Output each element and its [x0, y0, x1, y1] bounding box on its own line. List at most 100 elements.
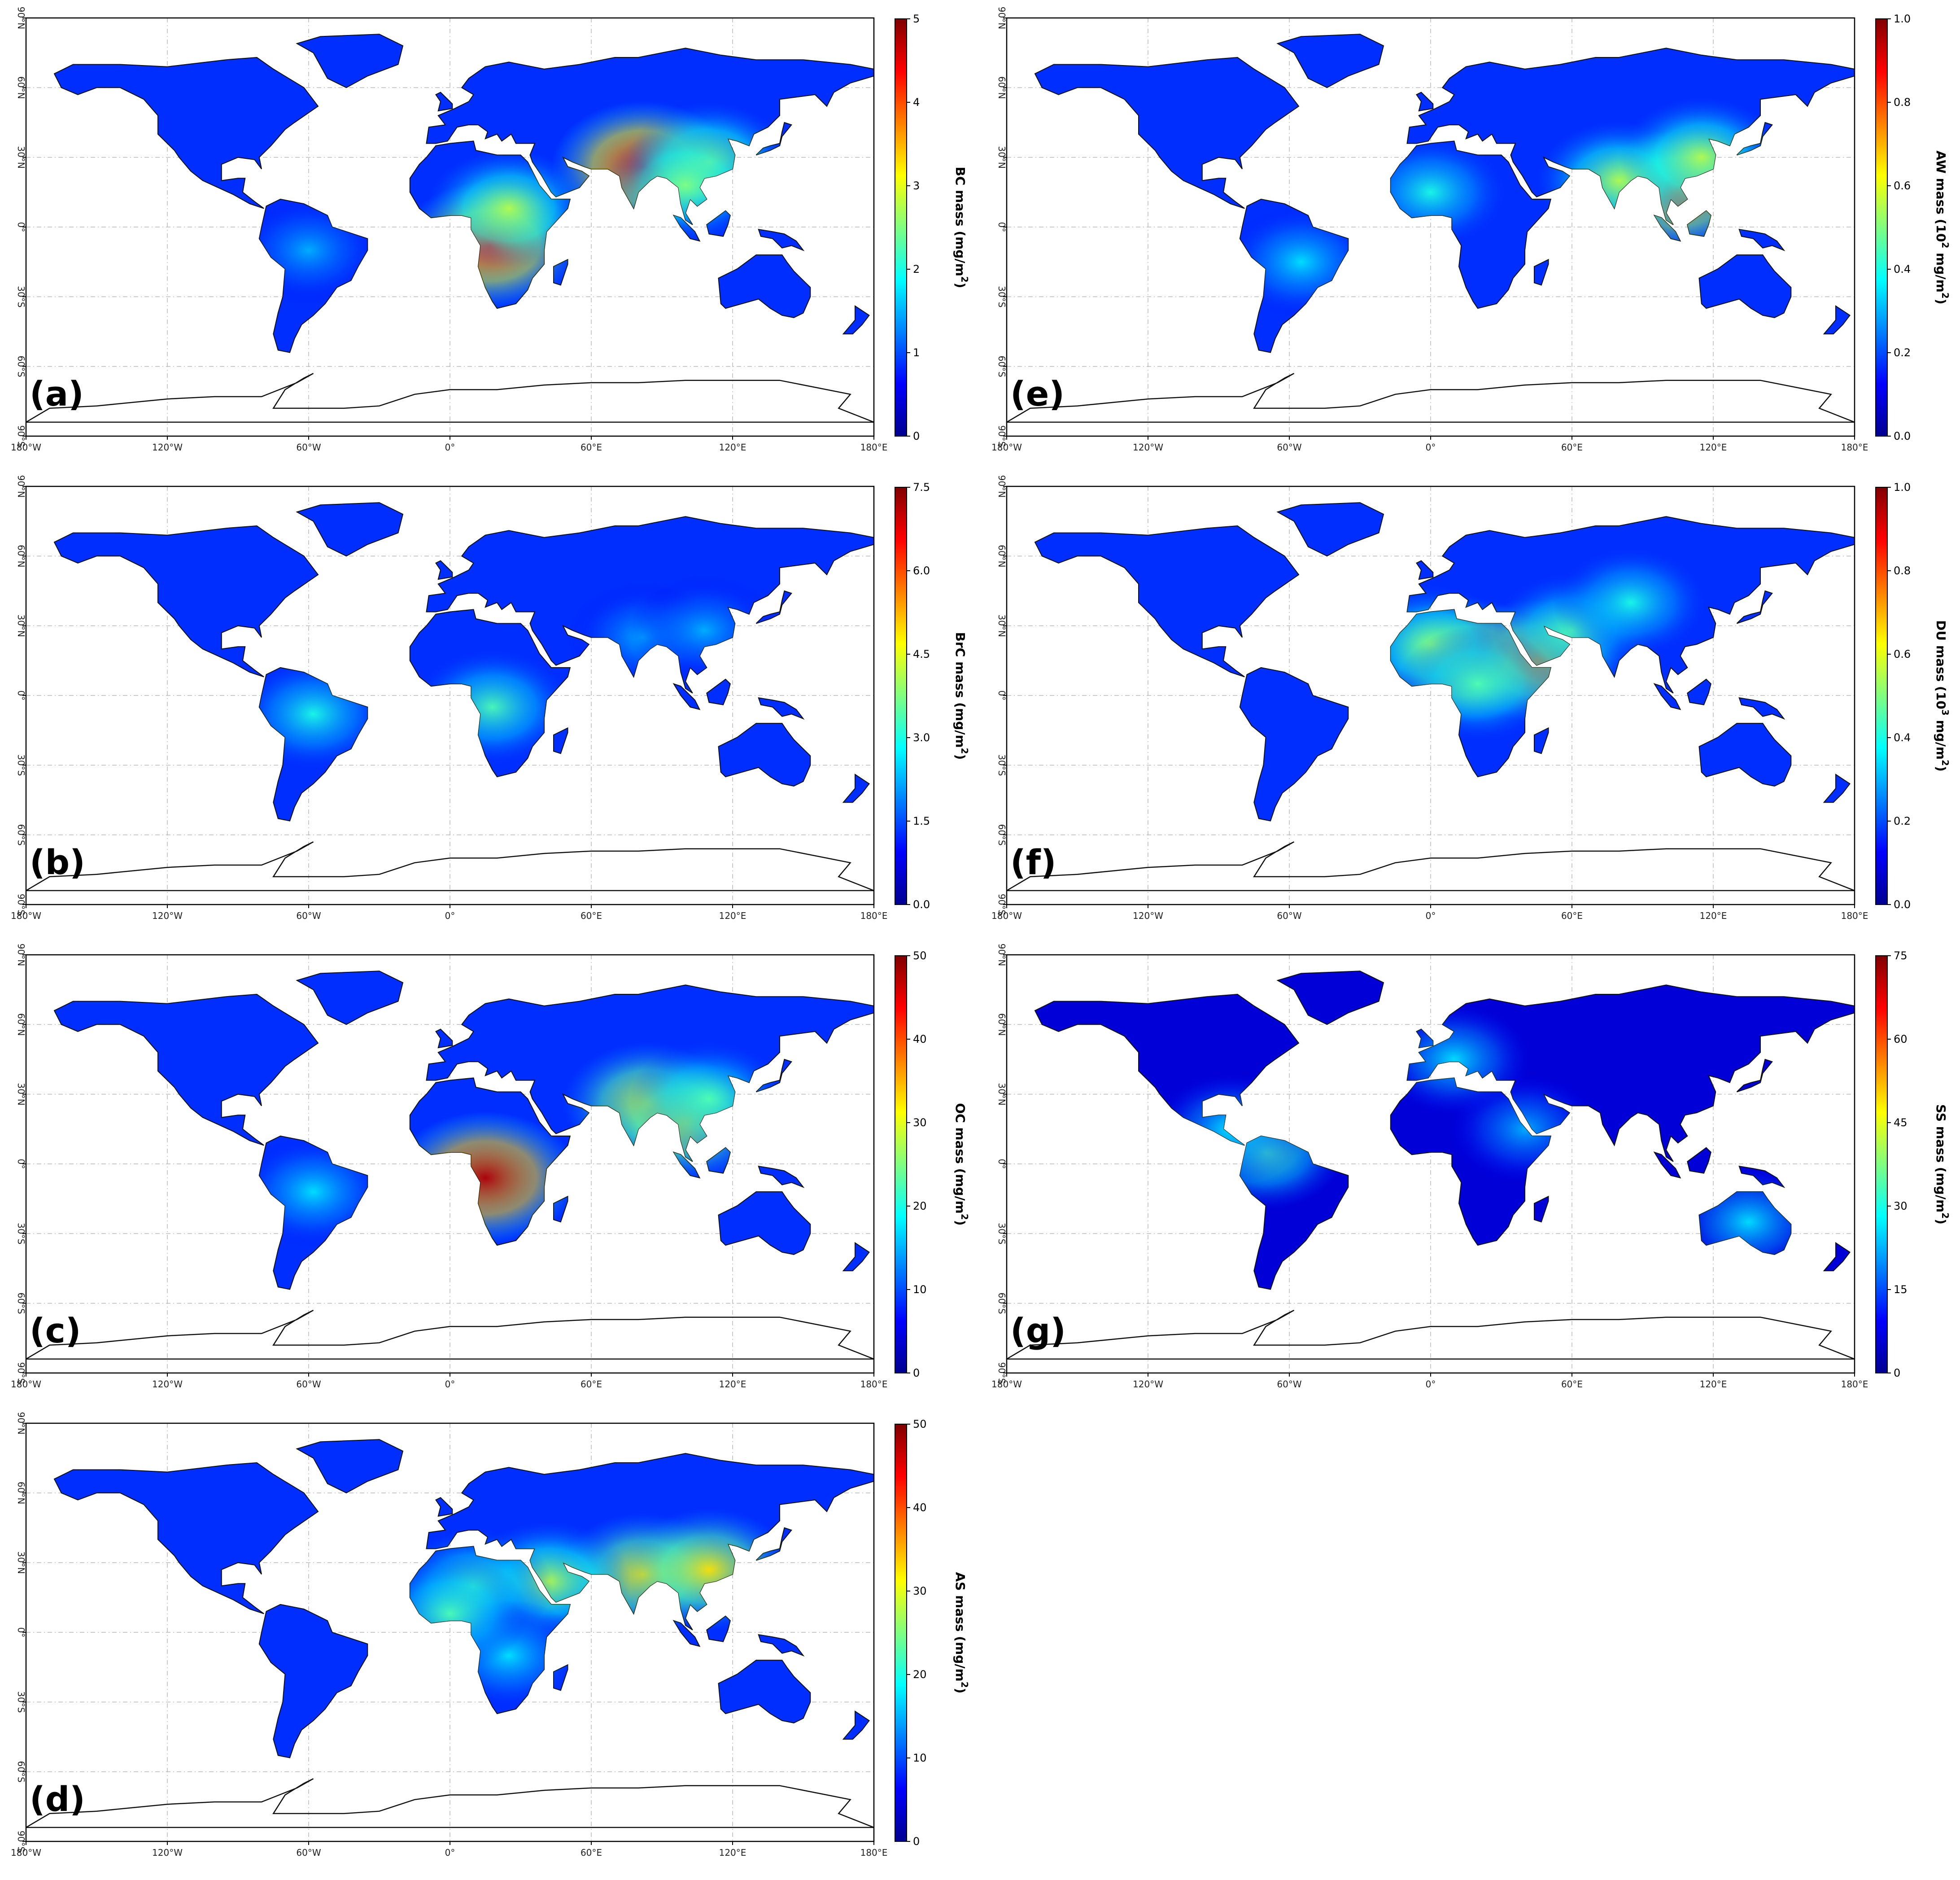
colorbar [1875, 487, 1888, 905]
colorbar-tick-label: 0 [913, 1367, 920, 1379]
lat-tick-label: 60°N [996, 1013, 1007, 1036]
land-new-guinea [758, 1165, 805, 1189]
lat-tick-label: 60°N [996, 76, 1007, 99]
land-australia [718, 723, 811, 787]
colorbar-tick-label: 0.4 [1894, 731, 1911, 744]
lat-tick-label: 90°N [996, 944, 1007, 966]
lat-tick-label: 90°N [16, 1412, 26, 1434]
antarctica-coastline [26, 1310, 874, 1360]
land-greenland [296, 1439, 404, 1494]
lat-tick-label: 90°S [16, 1831, 26, 1852]
land-britain [435, 1028, 453, 1049]
colorbar [1875, 955, 1888, 1373]
land-madagascar [1534, 258, 1549, 286]
colorbar-tick-label: 1.5 [913, 815, 930, 827]
colorbar-tick-label: 0 [913, 430, 920, 442]
antarctica-coastline [26, 841, 874, 892]
land-britain [1416, 92, 1434, 112]
lat-tick-label: 60°N [16, 1482, 26, 1504]
colorbar-tick-label: 0.4 [1894, 263, 1911, 275]
map-panel-d-svg: 180°W 120°W 60°W 0° 60°E 120°E 180°E 90°N 60°N 30… [11, 1412, 970, 1858]
lat-tick-label: 0° [16, 222, 26, 232]
colorbar-tick-label: 0.2 [1894, 815, 1911, 827]
map-panel-b-svg: 180°W 120°W 60°W 0° 60°E 120°E 180°E 90°N 60°N 30… [11, 475, 970, 921]
land-australia [718, 1191, 811, 1255]
land-new-guinea [1738, 228, 1785, 252]
colorbar-tick-label: 0.8 [1894, 564, 1911, 577]
colorbar-tick-label: 20 [913, 1200, 927, 1212]
antarctica-coastline [1006, 373, 1855, 423]
lon-tick-label: 60°W [296, 1847, 321, 1858]
land-new-zealand [1823, 305, 1851, 335]
colorbar-tick-label: 0.6 [1894, 648, 1911, 660]
land-madagascar [1534, 1195, 1549, 1223]
lon-tick-label: 120°W [152, 442, 183, 453]
lon-tick-label: 120°E [719, 910, 746, 921]
land-sumatra [672, 683, 701, 710]
land-new-guinea [758, 697, 805, 720]
colorbar-title: AW mass (102 mg/m2) [1934, 151, 1951, 305]
lon-tick-label: 60°E [581, 1847, 602, 1858]
colorbar-tick-label: 0.0 [1894, 898, 1911, 911]
land-south-america [1239, 667, 1349, 822]
lat-tick-label: 0° [16, 691, 26, 701]
colorbar-tick-label: 0.8 [1894, 96, 1911, 109]
lon-tick-label: 60°W [296, 442, 321, 453]
lat-tick-label: 30°N [996, 614, 1007, 637]
panel-letter: (c) [30, 1311, 81, 1351]
lon-tick-label: 180°E [1841, 1379, 1868, 1390]
map-panel-f-svg: 180°W 120°W 60°W 0° 60°E 120°E 180°E 90°N 60°N 30… [991, 475, 1951, 921]
colorbar-tick-label: 30 [913, 1116, 927, 1129]
map-panel-c-svg: 180°W 120°W 60°W 0° 60°E 120°E 180°E 90°N 60°N 30… [11, 944, 970, 1390]
colorbar-tick-label: 20 [913, 1668, 927, 1681]
land-north-america [53, 57, 319, 209]
lat-tick-label: 90°S [16, 425, 26, 447]
colorbar-title: DU mass (103 mg/m2) [1934, 620, 1951, 772]
lat-tick-label: 60°N [16, 545, 26, 567]
colorbar-title: SS mass (mg/m2) [1934, 1104, 1951, 1224]
land-australia [718, 254, 811, 318]
land-new-zealand [842, 774, 870, 803]
hotspot [1553, 546, 1709, 659]
land-borneo [706, 678, 731, 705]
lon-tick-label: 60°E [1561, 1379, 1583, 1390]
land-borneo [1687, 1147, 1711, 1174]
colorbar-tick-label: 4 [913, 96, 920, 109]
lon-tick-label: 120°W [152, 1847, 183, 1858]
lon-tick-label: 60°W [1277, 1379, 1301, 1390]
land-britain [1416, 560, 1434, 580]
lon-tick-label: 60°W [296, 1379, 321, 1390]
lon-tick-label: 120°W [152, 1379, 183, 1390]
lat-tick-label: 0° [996, 1159, 1007, 1169]
land-britain [435, 1497, 453, 1517]
land-sumatra [1653, 683, 1681, 710]
land-new-guinea [758, 1634, 805, 1657]
colorbar-tick-label: 0 [913, 1835, 920, 1848]
colorbar [895, 18, 907, 437]
colorbar-title: AS mass (mg/m2) [953, 1572, 970, 1694]
colorbar-tick-label: 10 [913, 1752, 927, 1764]
lon-tick-label: 60°E [1561, 910, 1583, 921]
land-north-america [1034, 525, 1300, 678]
land-new-guinea [758, 228, 805, 252]
concentration-field [235, 576, 780, 771]
colorbar-tick-label: 0.2 [1894, 346, 1911, 359]
lon-tick-label: 120°W [152, 910, 183, 921]
lat-tick-label: 90°S [16, 894, 26, 915]
panel-letter: (g) [1010, 1311, 1066, 1351]
lon-tick-label: 180°W [11, 1379, 41, 1390]
colorbar-tick-label: 1.0 [1894, 481, 1911, 494]
colorbar-title: OC mass (mg/m2) [953, 1103, 970, 1225]
lat-tick-label: 60°S [16, 1293, 26, 1314]
land-new-zealand [1823, 1242, 1851, 1272]
land-britain [435, 92, 453, 112]
lat-tick-label: 90°N [16, 475, 26, 498]
land-new-zealand [1823, 774, 1851, 803]
colorbar-tick-label: 0.0 [1894, 430, 1911, 442]
lat-tick-label: 90°N [996, 7, 1007, 29]
lat-tick-label: 30°N [16, 1551, 26, 1574]
lon-tick-label: 120°W [1133, 1379, 1163, 1390]
colorbar-tick-label: 0.6 [1894, 179, 1911, 192]
land-japan [1736, 590, 1773, 624]
lon-tick-label: 0° [445, 1847, 455, 1858]
